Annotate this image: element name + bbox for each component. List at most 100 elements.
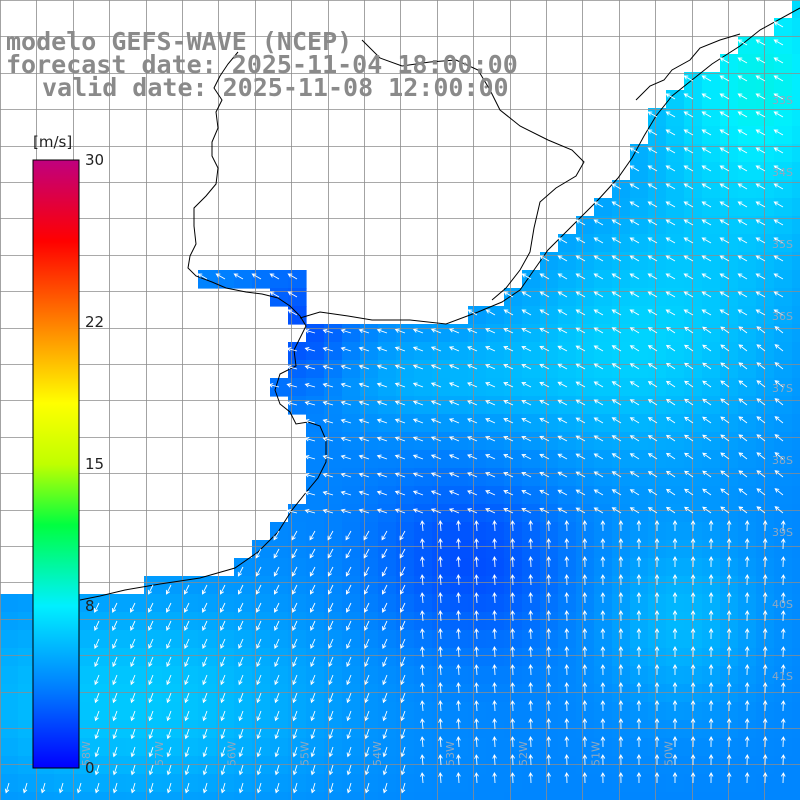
wind-vector — [546, 754, 551, 766]
wind-vector — [358, 382, 370, 388]
wind-vector — [448, 418, 460, 424]
speed-cell — [792, 720, 800, 739]
wind-vector — [238, 638, 244, 649]
wind-vector — [738, 344, 748, 352]
wind-vector — [528, 682, 533, 694]
wind-vector — [400, 746, 406, 758]
wind-vector — [492, 610, 497, 622]
speed-cell — [432, 396, 451, 415]
wind-vector — [564, 772, 570, 784]
speed-cell — [576, 504, 595, 523]
wind-vector — [485, 382, 496, 388]
wind-vector — [148, 710, 154, 722]
speed-cell — [612, 378, 631, 397]
speed-cell — [792, 90, 800, 109]
speed-cell — [342, 468, 361, 487]
speed-cell — [450, 756, 469, 775]
speed-cell — [738, 504, 757, 523]
speed-cell — [648, 126, 667, 145]
speed-cell — [792, 432, 800, 451]
wind-vector — [546, 664, 551, 676]
wind-vector — [492, 628, 497, 640]
wind-vector — [184, 620, 190, 631]
speed-cell — [558, 450, 577, 469]
wind-vector — [546, 520, 551, 532]
speed-cell — [540, 270, 559, 289]
wind-vector — [503, 382, 514, 388]
wind-vector — [521, 489, 532, 496]
wind-vector — [22, 782, 28, 794]
speed-cell — [576, 756, 595, 775]
wind-vector — [593, 327, 604, 334]
wind-vector — [492, 736, 497, 748]
wind-vector — [448, 490, 460, 496]
wind-vector — [701, 273, 712, 280]
speed-cell — [216, 270, 235, 289]
wind-vector — [112, 764, 118, 776]
speed-cell — [702, 648, 721, 667]
speed-cell — [666, 90, 685, 109]
wind-vector — [492, 556, 497, 568]
speed-cell — [594, 198, 613, 217]
wind-vector — [394, 382, 406, 388]
wind-vector — [546, 574, 551, 586]
wind-vector — [363, 530, 370, 541]
speed-cell — [684, 756, 703, 775]
wind-vector — [636, 610, 642, 622]
speed-cell — [360, 342, 379, 361]
speed-cell — [684, 684, 703, 703]
wind-vector — [726, 556, 732, 568]
speed-cell — [468, 342, 487, 361]
speed-cell — [540, 648, 559, 667]
speed-cell — [432, 702, 451, 721]
speed-cell — [702, 738, 721, 757]
speed-cell — [342, 792, 361, 804]
speed-cell — [558, 684, 577, 703]
wind-vector — [539, 381, 550, 388]
speed-cell — [702, 432, 721, 451]
speed-cell — [576, 414, 595, 433]
wind-vector — [593, 273, 604, 280]
speed-cell — [738, 648, 757, 667]
speed-cell — [630, 216, 649, 235]
speed-cell — [378, 792, 397, 804]
wind-vector — [774, 416, 784, 424]
wind-vector — [683, 201, 694, 208]
speed-cell — [756, 270, 775, 289]
speed-cell — [720, 594, 739, 613]
wind-vector — [702, 488, 712, 496]
longitude-label: 56W — [226, 741, 239, 766]
wind-vector — [773, 39, 784, 46]
speed-cell — [540, 774, 559, 793]
speed-cell — [630, 504, 649, 523]
wind-vector — [575, 291, 586, 298]
wind-vector — [755, 219, 766, 226]
speed-cell — [378, 378, 397, 397]
wind-vector — [546, 592, 551, 604]
speed-cell — [576, 630, 595, 649]
wind-vector — [399, 566, 406, 577]
speed-cell — [126, 792, 145, 804]
speed-cell — [774, 342, 793, 361]
wind-vector — [780, 538, 786, 550]
speed-cell — [774, 180, 793, 199]
speed-cell — [684, 720, 703, 739]
wind-vector — [744, 736, 750, 748]
speed-cell — [792, 756, 800, 775]
wind-vector — [291, 584, 298, 595]
wind-vector — [456, 610, 461, 622]
wind-vector — [292, 782, 298, 794]
speed-cell — [684, 468, 703, 487]
wind-vector — [438, 646, 443, 658]
speed-cell — [684, 648, 703, 667]
wind-vector — [256, 728, 262, 740]
wind-vector — [665, 201, 676, 208]
speed-cell — [666, 720, 685, 739]
speed-cell — [612, 414, 631, 433]
north-coast — [635, 33, 741, 101]
speed-cell — [756, 234, 775, 253]
wind-vector — [474, 772, 479, 784]
wind-vector — [720, 470, 730, 478]
speed-cell — [450, 414, 469, 433]
wind-vector — [738, 452, 748, 460]
